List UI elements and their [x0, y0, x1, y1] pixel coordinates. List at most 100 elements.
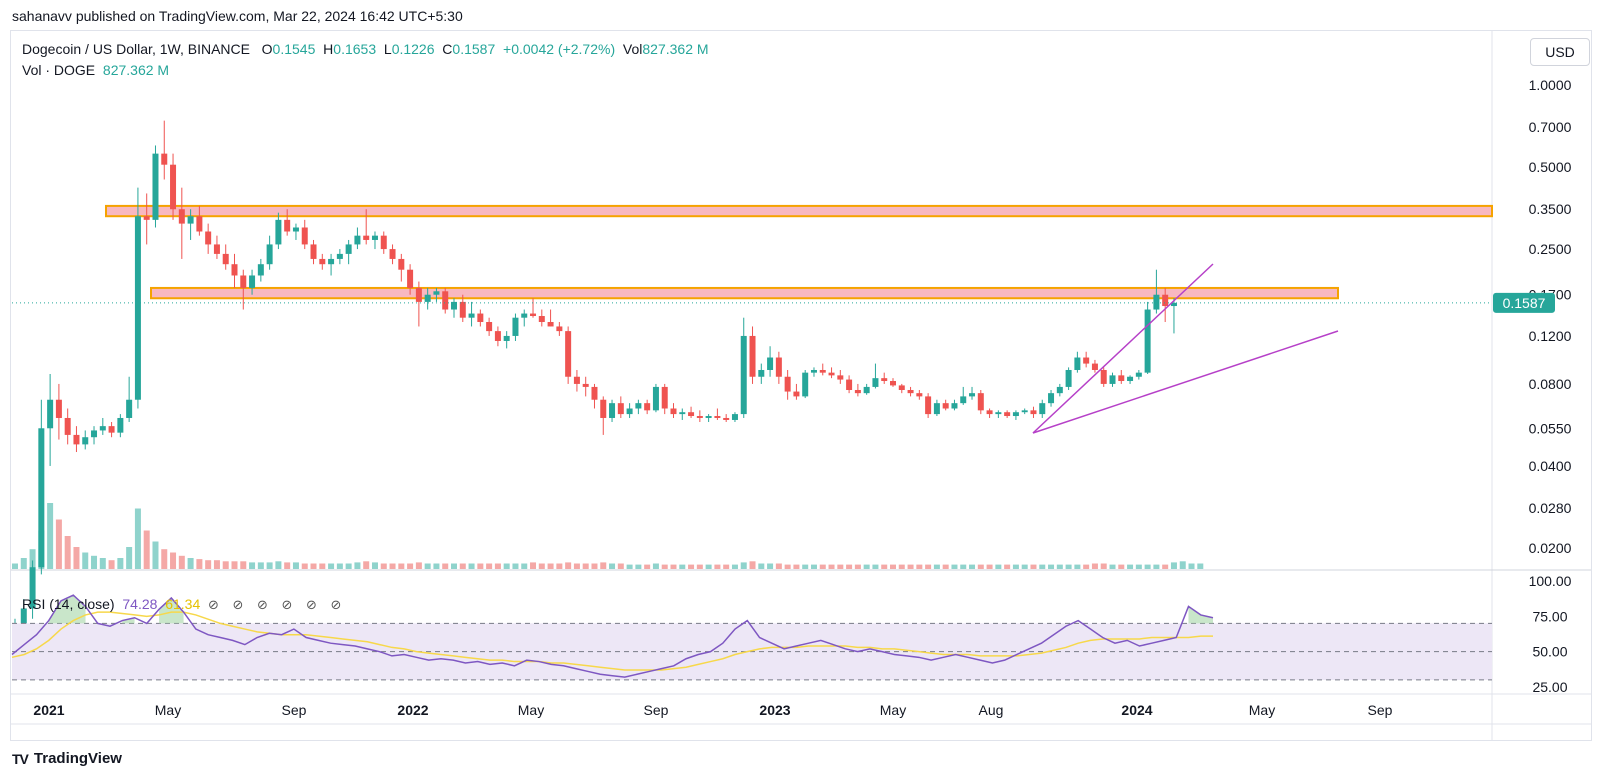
volume-bar — [828, 564, 835, 569]
time-axis-tick: May — [880, 702, 906, 718]
candle-body — [1153, 294, 1160, 310]
volume-bar — [249, 562, 256, 569]
volume-bar — [644, 564, 651, 569]
volume-bar — [565, 562, 572, 569]
volume-bar — [108, 560, 115, 569]
volume-bar — [1127, 564, 1134, 569]
volume-bar — [82, 552, 89, 569]
volume-bar — [99, 558, 106, 569]
volume-bar — [345, 563, 352, 569]
volume-legend: Vol · DOGE 827.362 M — [22, 62, 169, 78]
volume-bar — [29, 549, 36, 569]
candle-body — [451, 301, 457, 310]
candle-body — [565, 331, 572, 377]
volume-bar — [758, 563, 765, 569]
volume-bar — [547, 563, 554, 569]
volume-bar — [1179, 561, 1186, 569]
candle-body — [1170, 302, 1177, 307]
candle-body — [933, 403, 940, 415]
volume-bar — [301, 563, 308, 569]
volume-bar — [494, 563, 501, 569]
time-axis-tick: Aug — [979, 702, 1004, 718]
candle-body — [951, 403, 958, 409]
volume-bar — [143, 530, 150, 569]
candle-body — [389, 249, 396, 259]
time-axis-tick: May — [1249, 702, 1275, 718]
candle-body — [494, 331, 501, 341]
volume-bar — [407, 563, 414, 569]
candle-body — [881, 378, 888, 382]
volume-bar — [503, 563, 510, 569]
candle-body — [1144, 309, 1151, 373]
candle-body — [749, 335, 756, 377]
candle-body — [854, 389, 861, 394]
symbol-name[interactable]: Dogecoin / US Dollar, 1W, BINANCE — [22, 41, 250, 57]
candle-body — [846, 379, 853, 390]
volume-indicator-label[interactable]: Vol · DOGE — [22, 62, 96, 78]
wedge-upper-trendline — [1032, 263, 1214, 434]
candle-body — [1109, 375, 1116, 384]
candle-body — [398, 258, 405, 270]
last-price-badge — [1493, 292, 1555, 313]
volume-bar — [433, 563, 440, 569]
candle-body — [249, 275, 256, 288]
candle-body — [82, 437, 89, 445]
candle-body — [20, 608, 27, 631]
volume-bar — [47, 503, 54, 569]
candle-body — [863, 386, 870, 394]
candle-body — [363, 235, 370, 240]
volume-bar — [995, 564, 1002, 569]
candle-body — [767, 357, 774, 370]
tradingview-logo-icon: TV — [12, 750, 29, 767]
candle-body — [178, 209, 185, 224]
volume-bar — [846, 564, 853, 569]
candle-body — [240, 275, 247, 288]
candle-body — [731, 414, 738, 420]
volume-bar — [64, 536, 71, 569]
footer-brand[interactable]: TV TradingView — [12, 750, 122, 767]
volume-bar — [723, 564, 730, 569]
vol-label: Vol — [622, 41, 643, 57]
volume-bar — [205, 560, 212, 569]
volume-bar — [1144, 564, 1151, 569]
candle-body — [802, 372, 809, 397]
volume-bar — [521, 563, 528, 569]
price-axis-tick: 0.0550 — [1529, 420, 1572, 436]
volume-bar — [231, 561, 238, 569]
volume-bar — [626, 564, 633, 569]
candle-body — [1039, 403, 1046, 415]
volume-bar — [872, 564, 879, 569]
volume-bar — [1188, 563, 1195, 569]
volume-bar — [1109, 564, 1116, 569]
candle-body — [591, 386, 598, 400]
volume-bar — [740, 562, 747, 569]
candle-body — [907, 389, 914, 394]
volume-bar — [213, 560, 220, 569]
candle-body — [459, 301, 466, 318]
volume-bar — [933, 564, 940, 569]
candle-body — [582, 383, 589, 387]
candle-body — [257, 264, 264, 276]
rsi-axis-tick: 50.00 — [1532, 644, 1567, 660]
volume-bar — [977, 564, 984, 569]
chart-frame[interactable] — [10, 30, 1592, 741]
candle-body — [134, 216, 141, 400]
volume-bar — [389, 563, 396, 569]
change-value: +0.0042 (+2.72%) — [503, 41, 616, 57]
candle-body — [1162, 294, 1169, 307]
rsi-indicator-label[interactable]: RSI (14, close) — [22, 596, 115, 612]
rsi-value: 74.28 — [122, 596, 158, 612]
volume-bar — [284, 562, 291, 569]
candle-body — [828, 372, 835, 376]
volume-bar — [986, 564, 993, 569]
candle-body — [644, 403, 651, 411]
rsi-hidden-values-icons: ⊘ ⊘ ⊘ ⊘ ⊘ ⊘ — [208, 597, 347, 612]
price-axis-tick: 0.1200 — [1529, 328, 1572, 344]
candle-body — [793, 391, 800, 397]
currency-button[interactable]: USD — [1530, 38, 1590, 66]
volume-bar — [55, 519, 62, 569]
candle-body — [73, 434, 80, 445]
volume-bar — [538, 563, 545, 569]
volume-bar — [1030, 564, 1037, 569]
